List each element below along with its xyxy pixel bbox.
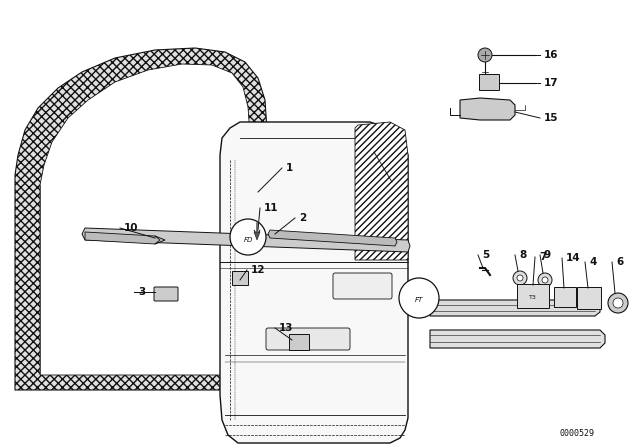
Text: 14: 14 <box>566 253 580 263</box>
Polygon shape <box>355 122 408 260</box>
FancyBboxPatch shape <box>479 74 499 90</box>
Polygon shape <box>430 330 605 348</box>
Text: 13: 13 <box>279 323 294 333</box>
Text: 12: 12 <box>251 265 266 275</box>
Polygon shape <box>82 228 410 252</box>
Circle shape <box>517 275 523 281</box>
Text: 5: 5 <box>482 250 489 260</box>
FancyBboxPatch shape <box>289 334 309 350</box>
Text: 0000529: 0000529 <box>560 429 595 438</box>
Circle shape <box>399 278 439 318</box>
FancyBboxPatch shape <box>577 287 601 309</box>
Text: 6: 6 <box>616 257 623 267</box>
Text: 3: 3 <box>138 287 145 297</box>
Text: 17: 17 <box>544 78 559 88</box>
Text: 1: 1 <box>286 163 293 173</box>
Polygon shape <box>15 48 267 390</box>
Polygon shape <box>254 232 260 240</box>
Text: FT: FT <box>415 297 423 303</box>
Text: 8: 8 <box>519 250 526 260</box>
Text: 15: 15 <box>544 113 559 123</box>
Polygon shape <box>85 232 160 244</box>
Polygon shape <box>268 230 397 246</box>
FancyBboxPatch shape <box>517 284 549 308</box>
Text: 11: 11 <box>264 203 278 213</box>
Text: 2: 2 <box>299 213 307 223</box>
Text: 9: 9 <box>544 250 551 260</box>
Polygon shape <box>460 98 515 120</box>
Circle shape <box>478 48 492 62</box>
Text: 4: 4 <box>589 257 596 267</box>
FancyBboxPatch shape <box>232 271 248 285</box>
Polygon shape <box>220 122 408 443</box>
Text: 10: 10 <box>124 223 138 233</box>
FancyBboxPatch shape <box>154 287 178 301</box>
Circle shape <box>513 271 527 285</box>
Text: FD: FD <box>243 237 253 243</box>
Text: 7: 7 <box>539 252 547 262</box>
Circle shape <box>613 298 623 308</box>
Text: T3: T3 <box>529 294 537 300</box>
FancyBboxPatch shape <box>333 273 392 299</box>
Polygon shape <box>40 64 250 375</box>
Circle shape <box>608 293 628 313</box>
Circle shape <box>542 277 548 283</box>
FancyBboxPatch shape <box>554 287 576 307</box>
Circle shape <box>538 273 552 287</box>
FancyBboxPatch shape <box>266 328 350 350</box>
Circle shape <box>230 219 266 255</box>
Polygon shape <box>430 300 600 316</box>
Text: 16: 16 <box>544 50 559 60</box>
